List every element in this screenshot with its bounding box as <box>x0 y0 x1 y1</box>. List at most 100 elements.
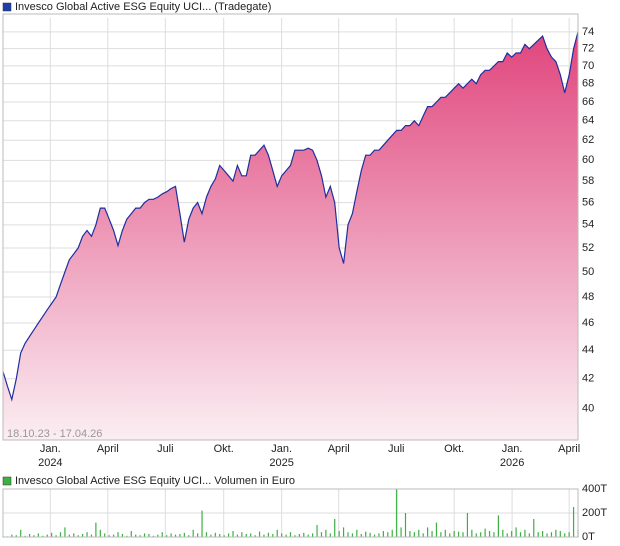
volume-bar <box>192 529 194 537</box>
volume-bar <box>197 533 199 537</box>
volume-bar <box>457 531 460 537</box>
volume-bar <box>188 535 190 537</box>
volume-bar <box>166 535 168 537</box>
volume-bar <box>475 533 477 537</box>
volume-bar <box>263 534 265 537</box>
y-tick-label: 74 <box>582 26 594 38</box>
plot-border <box>2 488 579 538</box>
volume-bar <box>453 531 455 537</box>
volume-bar <box>267 532 269 537</box>
volume-bar <box>329 533 331 537</box>
volume-bar <box>59 532 62 537</box>
volume-bar <box>42 535 44 537</box>
volume-bar <box>95 522 97 537</box>
volume-bar <box>99 529 101 537</box>
volume-bar <box>236 534 239 537</box>
volume-bar <box>365 531 367 537</box>
volume-bar <box>506 533 508 537</box>
volume-bar <box>497 515 499 537</box>
volume-bar <box>227 533 230 537</box>
x-tick-label: Okt. <box>444 443 464 455</box>
volume-bar <box>493 532 495 537</box>
y-tick-label: 64 <box>582 115 594 127</box>
y-tick-label: 68 <box>582 78 594 90</box>
y-tick-label: 48 <box>582 291 594 303</box>
volume-bar <box>15 535 17 537</box>
volume-bar <box>24 535 26 537</box>
volume-bar <box>400 527 402 537</box>
volume-bar <box>351 533 354 537</box>
volume-bar <box>157 534 159 537</box>
y-tick-label: 70 <box>582 60 594 72</box>
volume-bar <box>307 534 309 537</box>
volume-bar <box>241 532 243 537</box>
volume-bar <box>564 533 566 537</box>
volume-bar <box>258 531 261 537</box>
volume-bar <box>413 532 415 537</box>
volume-bar <box>382 531 384 537</box>
volume-bar <box>422 533 424 537</box>
volume-bar <box>82 534 84 537</box>
volume-bar <box>201 510 203 537</box>
x-tick-label: April <box>97 443 119 455</box>
volume-bar <box>572 507 575 537</box>
volume-bar <box>360 534 362 537</box>
volume-bar <box>276 529 278 537</box>
volume-bar <box>568 532 570 537</box>
y-tick-label: 58 <box>582 175 594 187</box>
volume-bar <box>391 529 393 537</box>
volume-bar <box>409 531 411 537</box>
volume-bar <box>559 531 561 537</box>
volume-bar <box>183 532 185 537</box>
volume-bar <box>373 534 376 537</box>
volume-bar <box>387 532 389 537</box>
price-area <box>3 31 578 441</box>
volume-bar <box>312 533 314 537</box>
volume-bar <box>51 532 53 537</box>
x-tick-label: Okt. <box>214 443 234 455</box>
y-tick-label: 66 <box>582 96 594 108</box>
volume-bar <box>418 529 420 537</box>
volume-bar <box>404 513 407 537</box>
volume-bar <box>104 533 106 537</box>
y-tick-label: 50 <box>582 266 594 278</box>
volume-bar <box>431 531 433 537</box>
y-tick-label: 42 <box>582 373 594 385</box>
volume-bar <box>28 534 31 537</box>
volume-bar <box>320 532 323 537</box>
volume-bar <box>511 531 513 537</box>
volume-bar <box>294 535 296 537</box>
volume-bar <box>347 532 349 537</box>
volume-bar <box>338 531 340 537</box>
volume-bar <box>73 533 75 537</box>
y-tick-label: 400T <box>582 483 607 495</box>
y-tick-label: 200T <box>582 507 607 519</box>
volume-bar <box>542 531 544 537</box>
volume-bar <box>519 532 522 537</box>
volume-bar <box>55 535 57 537</box>
volume-bar <box>223 535 225 537</box>
volume-bar <box>435 522 438 537</box>
volume-bar <box>77 535 79 537</box>
volume-bar <box>281 533 283 537</box>
x-tick-label: Juli <box>157 443 174 455</box>
y-tick-label: 72 <box>582 43 594 55</box>
x-tick-label: Jan. <box>502 443 523 455</box>
volume-bar <box>108 535 110 537</box>
volume-bar <box>488 531 491 537</box>
volume-bar <box>86 532 88 537</box>
volume-bar <box>232 531 234 537</box>
legend-swatch <box>2 2 12 12</box>
volume-bar <box>427 527 429 537</box>
volume-bar <box>139 535 141 537</box>
volume-bar <box>546 533 548 537</box>
y-tick-label: 44 <box>582 344 594 356</box>
volume-bar <box>466 513 469 537</box>
volume-bar <box>555 529 557 537</box>
volume-bar <box>33 535 35 537</box>
volume-bar <box>46 534 48 537</box>
volume-bar <box>90 534 93 537</box>
volume-bar <box>356 529 358 537</box>
volume-bar <box>130 531 132 537</box>
volume-bar <box>210 534 212 537</box>
